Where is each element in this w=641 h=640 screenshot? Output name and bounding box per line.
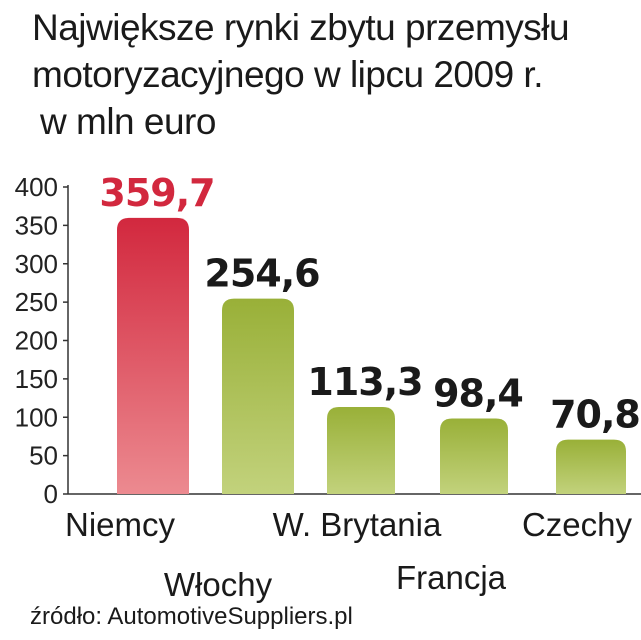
bar-w-ochy (222, 298, 294, 494)
value-label: 98,4 (433, 371, 523, 415)
title-line-1: Największe rynki zbytu przemysłu (32, 7, 570, 48)
bar-w-brytania (327, 407, 395, 494)
y-tick-label: 350 (15, 210, 58, 240)
y-tick-label: 100 (15, 402, 58, 432)
y-tick-label: 400 (15, 172, 58, 202)
unit-label: w mln euro (40, 101, 216, 142)
category-label: Czechy (522, 506, 633, 543)
bar-czechy (556, 439, 626, 494)
source-note: źródło: AutomotiveSuppliers.pl (30, 603, 353, 630)
value-label: 254,6 (204, 252, 319, 296)
bar-niemcy (117, 217, 189, 495)
value-label: 70,8 (550, 393, 640, 437)
category-label: W. Brytania (273, 506, 442, 543)
category-label: Niemcy (65, 506, 176, 543)
y-tick-label: 0 (44, 479, 58, 509)
y-tick-label: 250 (15, 287, 58, 317)
y-tick-label: 50 (29, 441, 58, 471)
y-tick-label: 300 (15, 249, 58, 279)
y-tick-label: 200 (15, 326, 58, 356)
value-label: 359,7 (99, 171, 214, 215)
bar-francja (440, 418, 508, 494)
chart-title: Największe rynki zbytu przemysłu motoryz… (32, 4, 632, 145)
title-line-2: motoryzacyjnego w lipcu 2009 r. (32, 54, 544, 95)
y-tick-label: 150 (15, 364, 58, 394)
category-label: Włochy (164, 566, 273, 603)
value-label: 113,3 (307, 360, 422, 404)
category-label: Francja (396, 559, 507, 596)
